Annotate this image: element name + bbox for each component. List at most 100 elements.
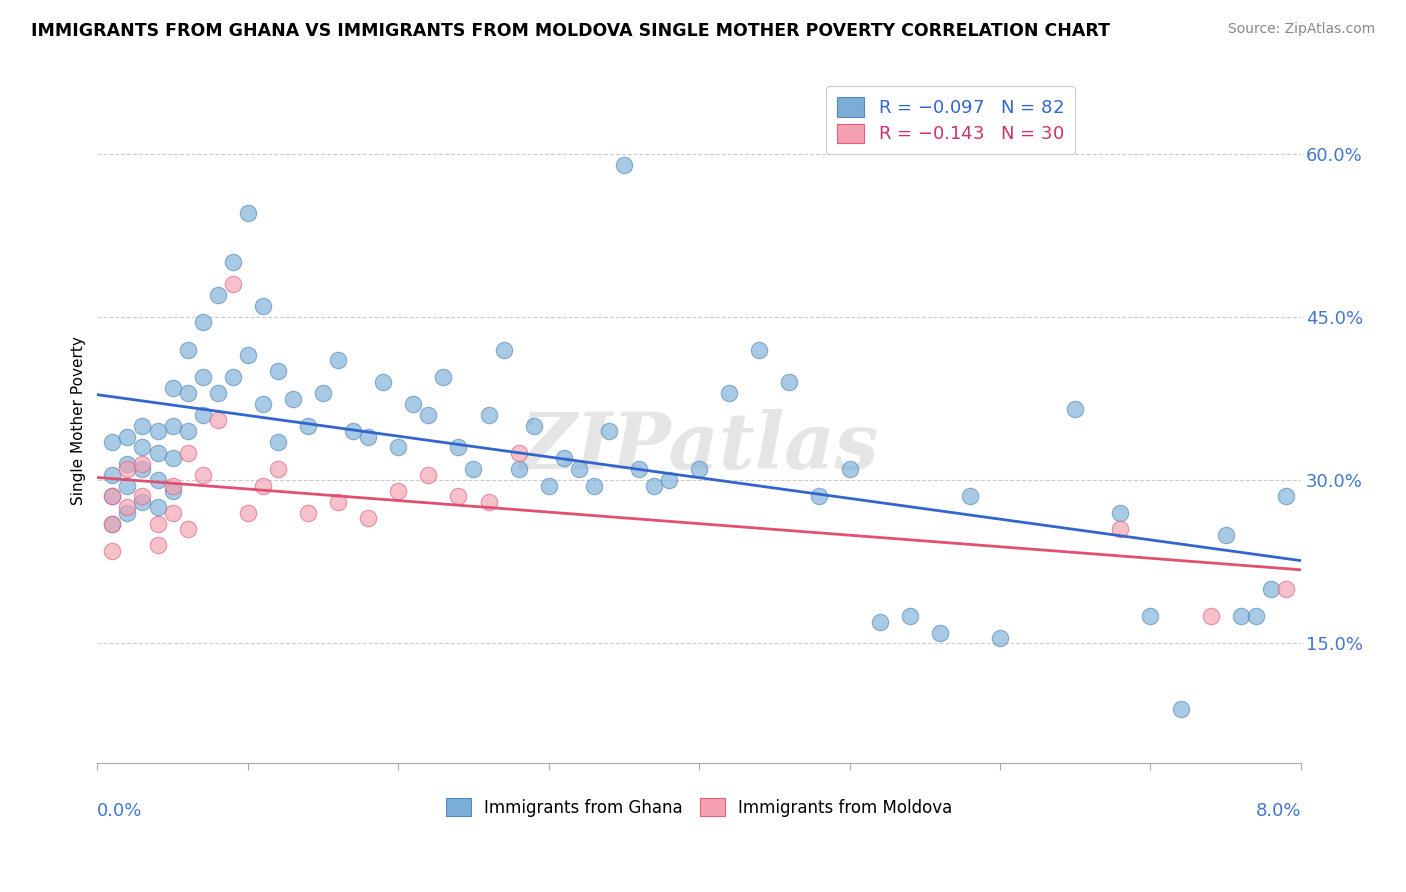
Point [613,157,636,171]
Point [463,462,485,476]
Point [1229,609,1251,624]
Point [252,478,274,492]
Point [176,522,198,536]
Point [1109,506,1132,520]
Point [176,343,198,357]
Point [131,490,153,504]
Point [207,386,229,401]
Point [117,500,139,515]
Point [162,381,184,395]
Point [131,462,153,476]
Point [131,495,153,509]
Point [477,495,499,509]
Point [191,369,214,384]
Point [297,418,319,433]
Point [869,615,891,629]
Point [387,441,409,455]
Point [162,506,184,520]
Point [207,413,229,427]
Point [267,364,290,378]
Point [101,490,124,504]
Point [146,516,169,531]
Point [162,478,184,492]
Point [838,462,860,476]
Point [508,462,530,476]
Point [146,473,169,487]
Point [357,511,380,525]
Text: IMMIGRANTS FROM GHANA VS IMMIGRANTS FROM MOLDOVA SINGLE MOTHER POVERTY CORRELATI: IMMIGRANTS FROM GHANA VS IMMIGRANTS FROM… [31,22,1109,40]
Legend: Immigrants from Ghana, Immigrants from Moldova: Immigrants from Ghana, Immigrants from M… [439,791,959,823]
Point [267,462,290,476]
Point [808,490,831,504]
Point [297,506,319,520]
Point [598,424,620,438]
Point [326,353,349,368]
Point [688,462,710,476]
Point [131,457,153,471]
Point [1244,609,1267,624]
Point [928,625,950,640]
Point [1064,402,1087,417]
Point [418,408,440,422]
Point [898,609,921,624]
Point [1109,522,1132,536]
Point [222,277,245,292]
Point [1139,609,1161,624]
Point [1275,490,1298,504]
Point [101,544,124,558]
Point [1260,582,1282,596]
Point [162,451,184,466]
Point [373,375,395,389]
Point [146,424,169,438]
Point [267,435,290,450]
Point [101,490,124,504]
Point [658,473,681,487]
Point [553,451,575,466]
Point [252,299,274,313]
Point [191,315,214,329]
Point [101,435,124,450]
Point [207,288,229,302]
Text: ZIPatlas: ZIPatlas [519,409,879,486]
Point [176,446,198,460]
Point [582,478,605,492]
Point [117,429,139,443]
Point [402,397,425,411]
Point [176,386,198,401]
Y-axis label: Single Mother Poverty: Single Mother Poverty [72,336,86,505]
Point [117,478,139,492]
Point [101,467,124,482]
Point [117,462,139,476]
Point [191,467,214,482]
Point [432,369,454,384]
Point [326,495,349,509]
Point [101,516,124,531]
Point [176,424,198,438]
Point [236,506,259,520]
Point [191,408,214,422]
Text: 8.0%: 8.0% [1256,802,1301,820]
Point [236,348,259,362]
Point [1199,609,1222,624]
Point [627,462,650,476]
Point [252,397,274,411]
Point [1170,702,1192,716]
Text: Source: ZipAtlas.com: Source: ZipAtlas.com [1227,22,1375,37]
Point [162,483,184,498]
Point [1275,582,1298,596]
Point [1215,527,1237,541]
Point [748,343,770,357]
Point [101,516,124,531]
Point [643,478,665,492]
Point [236,206,259,220]
Point [222,255,245,269]
Point [146,500,169,515]
Point [537,478,560,492]
Point [447,441,470,455]
Point [162,418,184,433]
Point [492,343,515,357]
Point [523,418,546,433]
Point [117,506,139,520]
Point [447,490,470,504]
Point [387,483,409,498]
